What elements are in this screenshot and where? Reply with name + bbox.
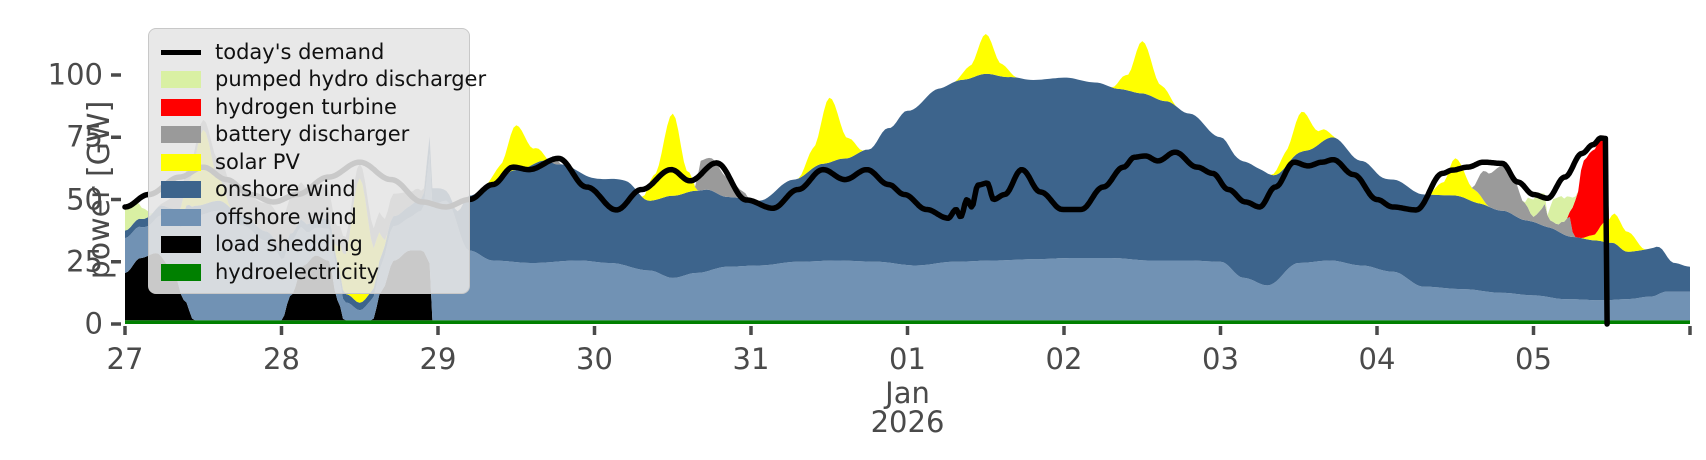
- x-tick-label-03: 03: [1202, 342, 1239, 376]
- legend-swatch-pumped-hydro-discharger: [161, 71, 201, 88]
- legend-label-battery-discharger: battery discharger: [215, 122, 410, 146]
- legend-item-onshore-wind: onshore wind: [161, 177, 455, 203]
- legend-label-offshore-wind: offshore wind: [215, 204, 357, 229]
- area-hydroelectricity: [125, 320, 1690, 324]
- legend-item-load-shedding: load shedding: [161, 232, 455, 258]
- x-tick-label-01: 01: [889, 342, 926, 376]
- x-axis-month-label: Jan: [885, 376, 930, 410]
- legend-label-load-shedding: load shedding: [215, 232, 363, 256]
- legend-swatch-hydrogen-turbine: [161, 98, 201, 116]
- x-tick-label-28: 28: [263, 342, 300, 376]
- legend-label-pumped-hydro-discharger: pumped hydro discharger: [215, 67, 487, 91]
- y-tick-label-50: 50: [66, 182, 103, 216]
- legend-item-pumped-hydro-discharger: pumped hydro discharger: [161, 67, 486, 93]
- legend: today's demand pumped hydro discharger hyd…: [148, 28, 486, 294]
- x-tick-label-31: 31: [732, 342, 770, 376]
- x-tick-label-29: 29: [419, 342, 457, 376]
- legend-swatch-load-shedding: [161, 236, 201, 253]
- legend-item-solar-pv: solar PV: [161, 149, 455, 175]
- legend-item-offshore-wind: offshore wind: [161, 204, 455, 230]
- x-tick-label-04: 04: [1358, 342, 1396, 376]
- area-onshore-wind: [125, 73, 1690, 311]
- legend-label-onshore-wind: onshore wind: [215, 177, 356, 201]
- legend-item-hydroelectricity: hydroelectricity: [161, 259, 455, 285]
- x-tick-label-27: 27: [106, 342, 144, 376]
- y-tick-label-25: 25: [66, 244, 103, 279]
- legend-label-today-s-demand: today's demand: [215, 39, 385, 64]
- legend-swatch-hydroelectricity: [161, 263, 201, 281]
- legend-swatch-today-s-demand: [161, 49, 201, 55]
- legend-label-solar-pv: solar PV: [215, 149, 300, 174]
- legend-swatch-solar-pv: [161, 153, 201, 171]
- legend-swatch-onshore-wind: [161, 181, 201, 198]
- legend-item-today-s-demand: today's demand: [161, 39, 455, 65]
- y-tick-label-0: 0: [84, 306, 103, 341]
- legend-item-hydrogen-turbine: hydrogen turbine: [161, 94, 455, 120]
- legend-item-battery-discharger: battery discharger: [161, 122, 455, 148]
- legend-swatch-offshore-wind: [161, 208, 201, 226]
- legend-label-hydrogen-turbine: hydrogen turbine: [215, 94, 397, 119]
- legend-swatch-battery-discharger: [161, 126, 201, 143]
- x-axis-year-label: 2026: [870, 405, 945, 439]
- area-offshore-wind: [125, 153, 1690, 321]
- x-tick-label-02: 02: [1045, 342, 1083, 376]
- x-tick-label-05: 05: [1515, 342, 1552, 376]
- y-tick-label-100: 100: [47, 57, 103, 92]
- y-tick-label-75: 75: [66, 119, 103, 154]
- x-tick-label-30: 30: [576, 342, 613, 376]
- legend-label-hydroelectricity: hydroelectricity: [215, 259, 380, 284]
